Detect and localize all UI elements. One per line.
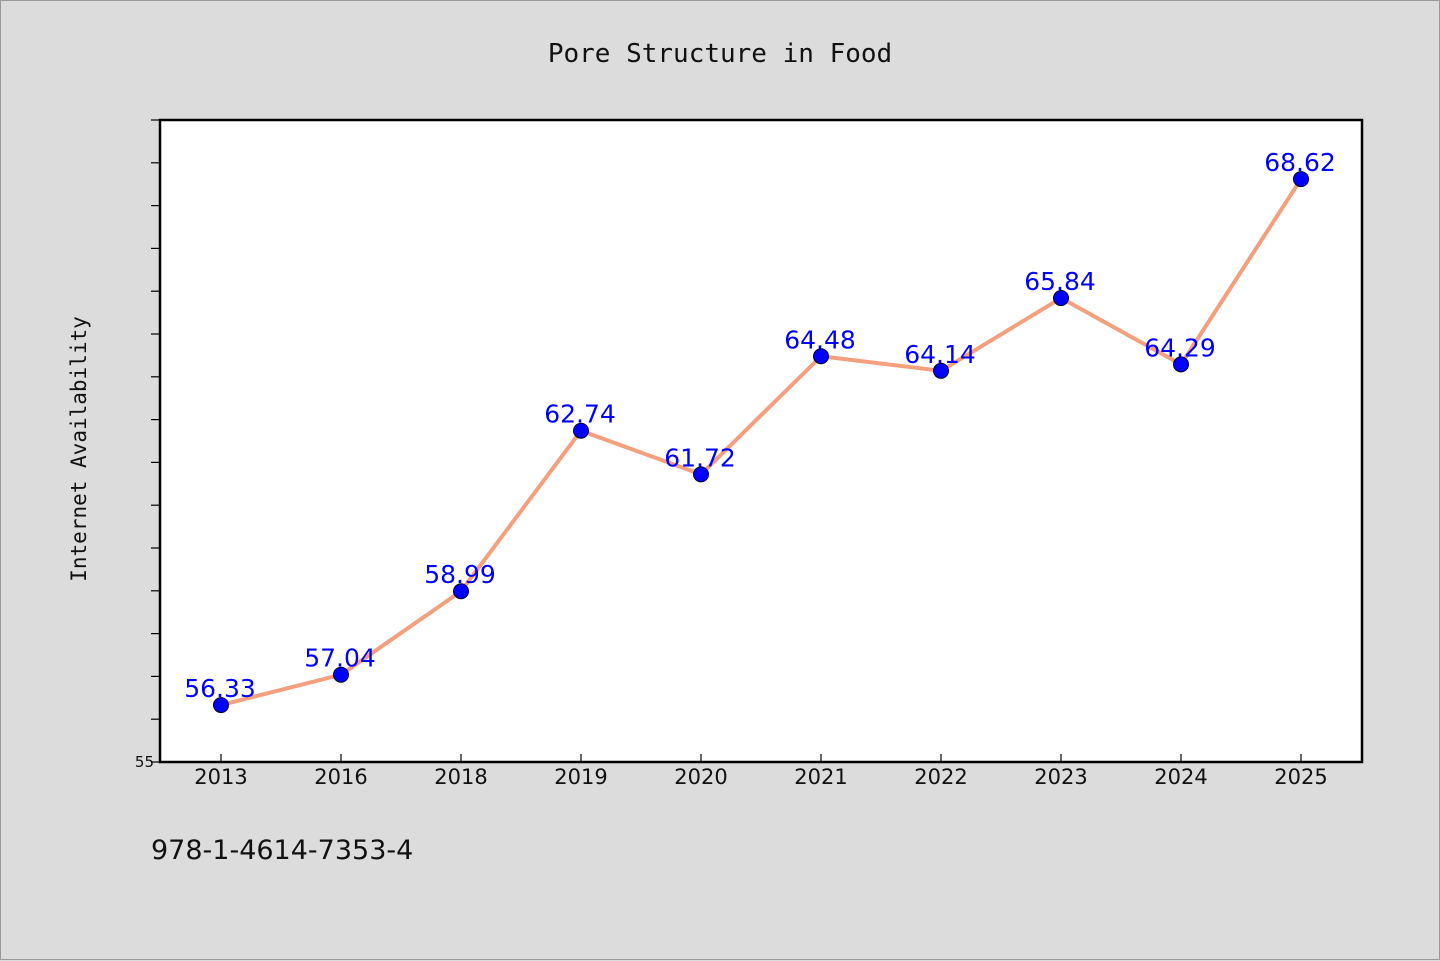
x-tick-label-2020: 2020	[674, 765, 727, 789]
x-axis-ticks: 2013 2016 2018 2019 2020 2021 2022 2023 2024 2025	[194, 754, 1328, 789]
data-point-2020	[693, 466, 709, 483]
chart-title: Pore Structure in Food	[548, 39, 892, 69]
data-point-2022	[933, 362, 949, 379]
data-label-2018: 58.99	[424, 560, 496, 589]
data-label-2016: 57.04	[304, 644, 376, 673]
x-tick-label-2022: 2022	[914, 765, 967, 789]
x-tick-label-2021: 2021	[794, 765, 847, 789]
isbn-footer: 978-1-4614-7353-4	[151, 835, 414, 866]
series-layer	[219, 177, 1303, 708]
x-tick-label-2019: 2019	[554, 765, 607, 789]
y-axis-ticks	[151, 119, 160, 763]
data-point-2018	[453, 583, 469, 600]
y-axis-label: Internet Availability	[67, 316, 91, 582]
x-tick-label-2024: 2024	[1154, 765, 1207, 789]
data-label-2022: 64.14	[904, 340, 976, 369]
data-point-2023	[1053, 290, 1069, 307]
data-point-2013	[213, 697, 229, 714]
data-point-2025	[1293, 171, 1309, 188]
data-point-2024	[1173, 356, 1189, 373]
data-label-2019: 62.74	[544, 400, 616, 429]
data-label-2020: 61.72	[664, 443, 736, 472]
data-label-layer: 56.33 57.04 58.99 62.74 61.72 64.48 64.14 65.84…	[184, 148, 1336, 703]
data-point-2019	[573, 422, 589, 439]
x-tick-label-2025: 2025	[1274, 765, 1327, 789]
data-label-2013: 56.33	[184, 674, 256, 703]
x-tick-label-2023: 2023	[1034, 765, 1087, 789]
y-tick-label-min: 55	[135, 753, 154, 771]
data-label-2025: 68.62	[1264, 148, 1336, 177]
data-point-2021	[813, 348, 829, 365]
data-label-2023: 65.84	[1024, 267, 1096, 296]
data-point-2016	[333, 666, 349, 683]
x-tick-label-2016: 2016	[314, 765, 367, 789]
plot-area	[158, 118, 1364, 764]
x-tick-label-2018: 2018	[434, 765, 487, 789]
x-tick-label-2013: 2013	[194, 765, 247, 789]
data-label-2021: 64.48	[784, 325, 856, 354]
series-line	[219, 177, 1303, 708]
marker-layer	[213, 171, 1309, 714]
data-label-2024: 64.29	[1144, 333, 1216, 362]
